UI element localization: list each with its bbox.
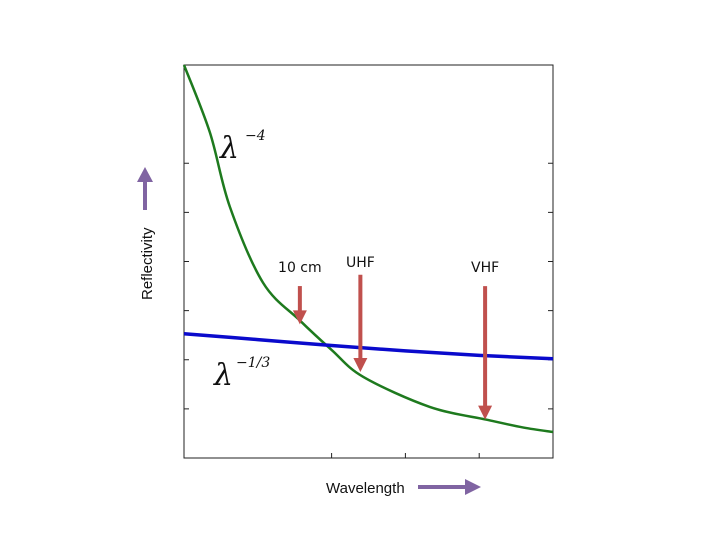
band-label: VHF	[471, 260, 499, 276]
y-axis-direction-arrow-icon	[137, 167, 153, 210]
x-axis-direction-arrow-icon	[418, 479, 481, 495]
band-arrowhead-icon	[478, 405, 493, 420]
series-label-exponent: −4	[245, 128, 266, 144]
series-label-exponent: −1/3	[236, 355, 270, 371]
y-axis-label: Reflectivity	[139, 227, 156, 300]
band-label: 10 cm	[278, 260, 322, 276]
band-arrowhead-icon	[353, 358, 368, 373]
series-line-lambda-minus-4	[182, 64, 554, 434]
series-label-base: λ	[219, 131, 239, 166]
x-axis-label: Wavelength	[326, 480, 405, 497]
band-label: UHF	[346, 255, 375, 271]
series-label-base: λ	[213, 358, 233, 393]
band-arrowhead-icon	[292, 310, 307, 325]
